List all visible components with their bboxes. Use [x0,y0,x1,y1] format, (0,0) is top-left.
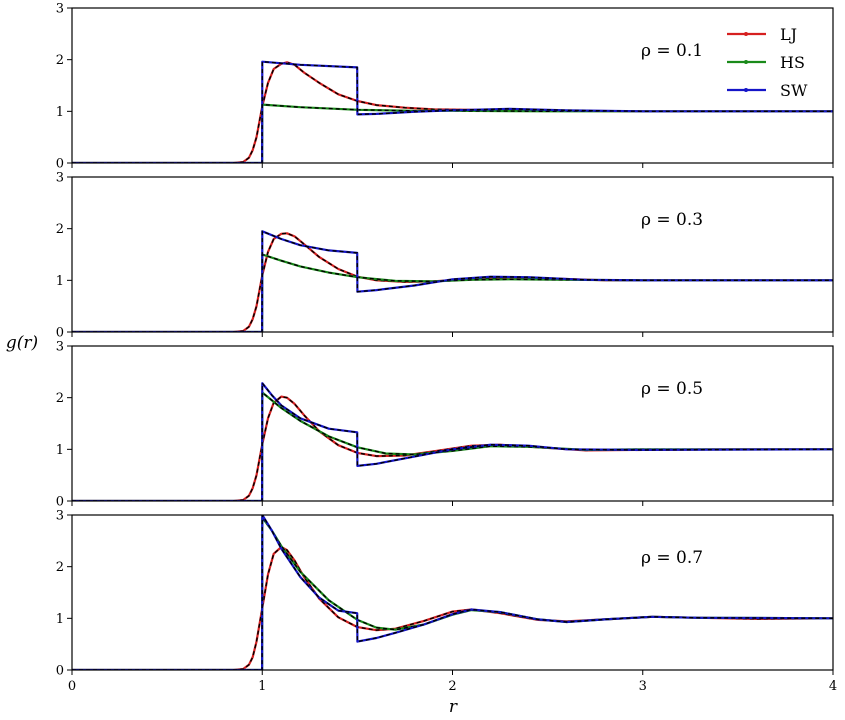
y-tick-label: 3 [56,171,64,186]
series-dash-hs [72,253,833,332]
x-tick-label: 2 [448,679,456,694]
series-line-sw [72,515,833,670]
series-group [72,60,833,163]
x-tick-label: 0 [68,679,76,694]
density-annotation: ρ = 0.7 [641,548,703,568]
panel-2: 0 1 2 3 ρ = 0.3 [56,171,834,341]
series-dash-hs [72,103,833,163]
series-line-hs [72,516,833,670]
y-tick-label: 1 [56,105,64,120]
series-line-lj [72,545,833,670]
series-group [72,515,833,670]
x-tick-label: 1 [258,679,266,694]
axes-frame [71,7,834,164]
legend: LJ HS SW [727,25,808,100]
series-dash-sw [72,515,833,670]
series-line-sw [72,382,833,501]
legend-marker [744,32,748,36]
panel-1: 0 1 2 3 ρ = 0.1 [56,2,834,172]
y-tick-label: 3 [56,340,64,355]
y-tick-label: 0 [56,495,64,510]
y-tick-label: 0 [56,664,64,679]
axes-frame [71,176,834,333]
x-tick-label: 3 [639,679,647,694]
legend-marker [744,60,748,64]
series-dash-hs [72,391,833,501]
density-annotation: ρ = 0.1 [641,41,703,61]
panel-4: 0 1 2 3 0 1 2 3 4 ρ = 0.7 [56,509,837,695]
x-tick-label: 4 [829,679,837,694]
series-group [72,230,833,332]
density-annotation: ρ = 0.3 [641,210,703,230]
series-line-lj [72,232,833,332]
legend-label: HS [780,53,805,72]
series-dash-sw [72,381,833,501]
x-axis-label: r [449,697,458,717]
legend-marker [744,88,748,92]
series-line-hs [72,253,833,332]
axes-frame [71,514,834,671]
series-dash-hs [72,515,833,670]
y-tick-label: 2 [56,391,64,406]
series-line-lj [72,61,833,163]
series-dash-lj [72,61,833,163]
y-tick-label: 1 [56,274,64,289]
y-tick-label: 3 [56,509,64,524]
series-line-hs [72,103,833,163]
series-line-hs [72,391,833,501]
legend-label: LJ [780,25,797,44]
y-tick-label: 0 [56,157,64,172]
density-annotation: ρ = 0.5 [641,379,703,399]
y-axis-label: g(r) [6,333,38,353]
y-tick-label: 0 [56,326,64,341]
y-tick-label: 2 [56,53,64,68]
y-tick-label: 1 [56,612,64,627]
y-tick-label: 3 [56,2,64,17]
y-tick-label: 2 [56,222,64,237]
y-tick-label: 2 [56,560,64,575]
series-group [72,381,833,501]
legend-label: SW [780,81,808,100]
axes-frame [71,345,834,502]
panel-3: 0 1 2 3 ρ = 0.5 [56,340,834,510]
series-dash-lj [72,232,833,332]
series-line-sw [72,60,833,163]
series-dash-sw [72,230,833,332]
legend-item-lj: LJ [727,25,797,44]
y-tick-label: 1 [56,443,64,458]
series-dash-lj [72,546,833,670]
legend-item-sw: SW [727,81,808,100]
legend-item-hs: HS [727,53,805,72]
